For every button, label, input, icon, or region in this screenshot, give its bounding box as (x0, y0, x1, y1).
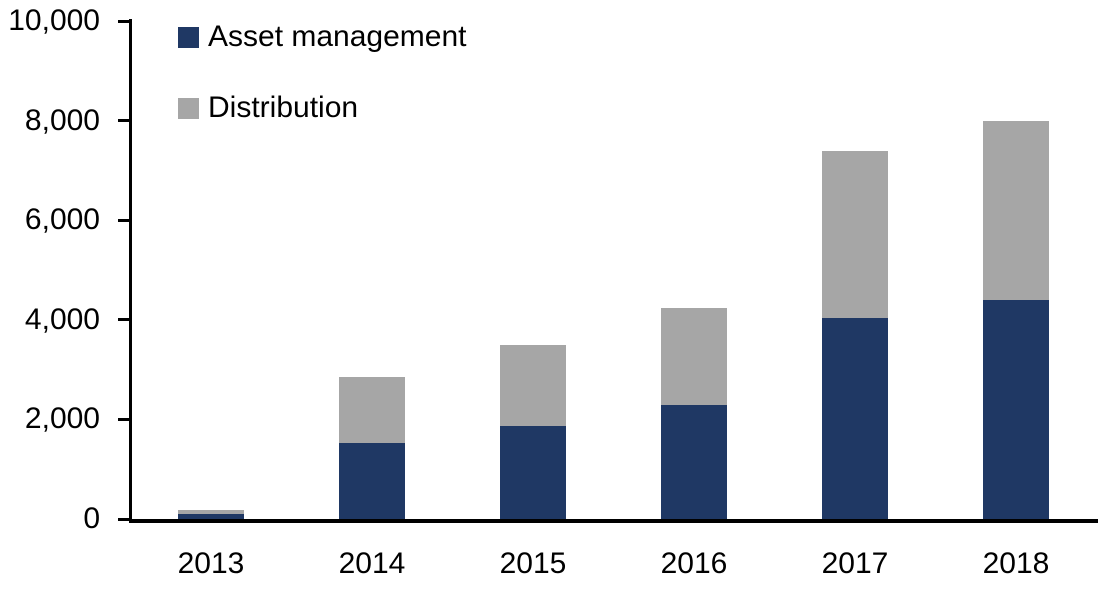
bar-segment-asset-management-2018 (983, 299, 1049, 519)
y-axis-line (129, 19, 132, 523)
y-tick-mark (118, 119, 131, 123)
x-tick-label-2017: 2017 (821, 547, 889, 580)
bar-segment-distribution-2016 (661, 308, 727, 405)
bar-segment-distribution-2015 (500, 344, 566, 426)
y-tick-mark (118, 218, 131, 222)
x-tick-label-2018: 2018 (982, 547, 1050, 580)
x-tick-label-2013: 2013 (177, 547, 245, 580)
bar-segment-asset-management-2013 (178, 514, 244, 519)
bar-segment-asset-management-2014 (339, 443, 405, 519)
bar-segment-distribution-2014 (339, 377, 405, 444)
y-tick-mark (118, 417, 131, 421)
y-tick-label: 2,000 (24, 402, 100, 436)
bar-segment-asset-management-2015 (500, 425, 566, 519)
legend-item-distribution: Distribution (178, 93, 466, 123)
y-tick-label: 4,000 (24, 302, 100, 336)
legend-label-distribution: Distribution (208, 91, 359, 124)
bar-segment-distribution-2017 (822, 151, 888, 319)
x-tick-label-2015: 2015 (499, 547, 567, 580)
legend-item-asset-management: Asset management (178, 22, 466, 52)
legend-label-asset-management: Asset management (208, 20, 467, 53)
legend: Asset management Distribution (178, 22, 466, 168)
y-tick-mark (118, 517, 131, 521)
asset-management-swatch-icon (178, 26, 199, 48)
y-tick-mark (118, 19, 131, 23)
x-axis-line (129, 519, 1098, 523)
bar-segment-asset-management-2017 (822, 318, 888, 519)
x-tick-label-2016: 2016 (660, 547, 728, 580)
y-tick-mark (118, 318, 131, 322)
bar-segment-distribution-2013 (178, 510, 244, 514)
distribution-swatch-icon (178, 97, 199, 119)
y-tick-label: 0 (83, 502, 100, 535)
bar-segment-asset-management-2016 (661, 404, 727, 519)
x-tick-label-2014: 2014 (338, 547, 406, 580)
bar-segment-distribution-2018 (983, 120, 1049, 300)
y-tick-label: 6,000 (24, 203, 100, 237)
y-tick-label: 8,000 (24, 103, 100, 137)
y-tick-label: 10,000 (8, 4, 100, 37)
